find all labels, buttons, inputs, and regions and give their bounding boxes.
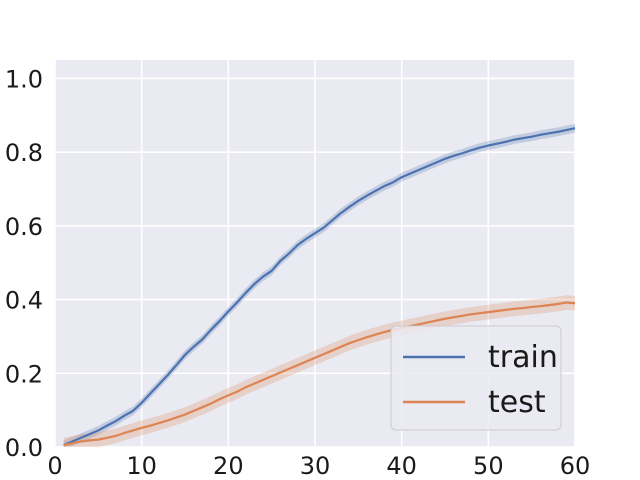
y-tick-label: 0.8 bbox=[5, 139, 43, 167]
y-tick-label: 0.6 bbox=[5, 213, 43, 241]
y-tick-label: 1.0 bbox=[5, 65, 43, 93]
x-tick-label: 40 bbox=[386, 452, 417, 480]
legend-label: train bbox=[488, 340, 558, 375]
line-test bbox=[63, 301, 576, 447]
legend-label: test bbox=[488, 385, 546, 420]
y-tick-label: 0.2 bbox=[5, 360, 43, 388]
grid bbox=[54, 60, 576, 448]
y-tick-label: 0.0 bbox=[5, 434, 43, 462]
legend: train test bbox=[390, 325, 562, 431]
x-tick-label: 10 bbox=[126, 452, 157, 480]
x-tick-label: 60 bbox=[560, 452, 591, 480]
line-train bbox=[63, 127, 576, 447]
x-tick-label: 20 bbox=[213, 452, 244, 480]
confidence-bands bbox=[63, 123, 576, 448]
band-test bbox=[63, 295, 576, 447]
legend-box bbox=[390, 325, 562, 431]
y-tick-label: 0.4 bbox=[5, 287, 43, 315]
x-axis: 0 10 20 30 40 50 60 bbox=[47, 452, 590, 480]
y-axis: 0.0 0.2 0.4 0.6 0.8 1.0 bbox=[5, 65, 43, 462]
series-lines bbox=[63, 127, 576, 447]
x-tick-label: 50 bbox=[473, 452, 504, 480]
x-tick-label: 30 bbox=[300, 452, 331, 480]
x-tick-label: 0 bbox=[47, 452, 62, 480]
